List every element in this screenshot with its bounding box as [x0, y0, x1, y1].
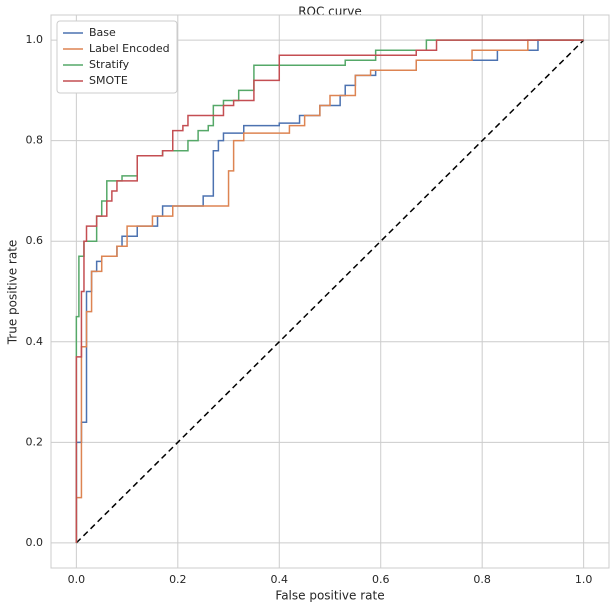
y-tick-label: 0.2: [26, 435, 44, 448]
roc-line: [75, 39, 584, 543]
plot-frame: [50, 14, 610, 569]
legend: Base Label Encoded Stratify SMOTE: [56, 20, 178, 94]
y-tick-label: 0.6: [26, 234, 44, 247]
roc-line: [75, 39, 584, 543]
y-tick-label: 1.0: [26, 33, 44, 46]
legend-label: Base: [89, 26, 116, 39]
reference-line: [75, 39, 585, 544]
x-tick-label: 0.8: [473, 573, 491, 586]
x-tick-label: 0.4: [271, 573, 289, 586]
x-tick-label: 0.0: [68, 573, 86, 586]
y-tick-label: 0.0: [26, 536, 44, 549]
legend-label: Label Encoded: [89, 42, 170, 55]
roc-line: [75, 39, 584, 543]
x-axis-label: False positive rate: [275, 589, 384, 603]
legend-label: Stratify: [89, 58, 130, 71]
y-tick-label: 0.4: [26, 335, 44, 348]
x-tick-label: 0.6: [372, 573, 390, 586]
legend-box: [56, 20, 178, 94]
x-tick-label: 0.2: [169, 573, 187, 586]
legend-label: SMOTE: [89, 74, 128, 87]
roc-line: [75, 39, 584, 543]
y-axis-label: True positive rate: [6, 240, 20, 346]
chart-title: ROC curve: [298, 5, 362, 19]
y-tick-label: 0.8: [26, 134, 44, 147]
x-tick-label: 1.0: [575, 573, 593, 586]
